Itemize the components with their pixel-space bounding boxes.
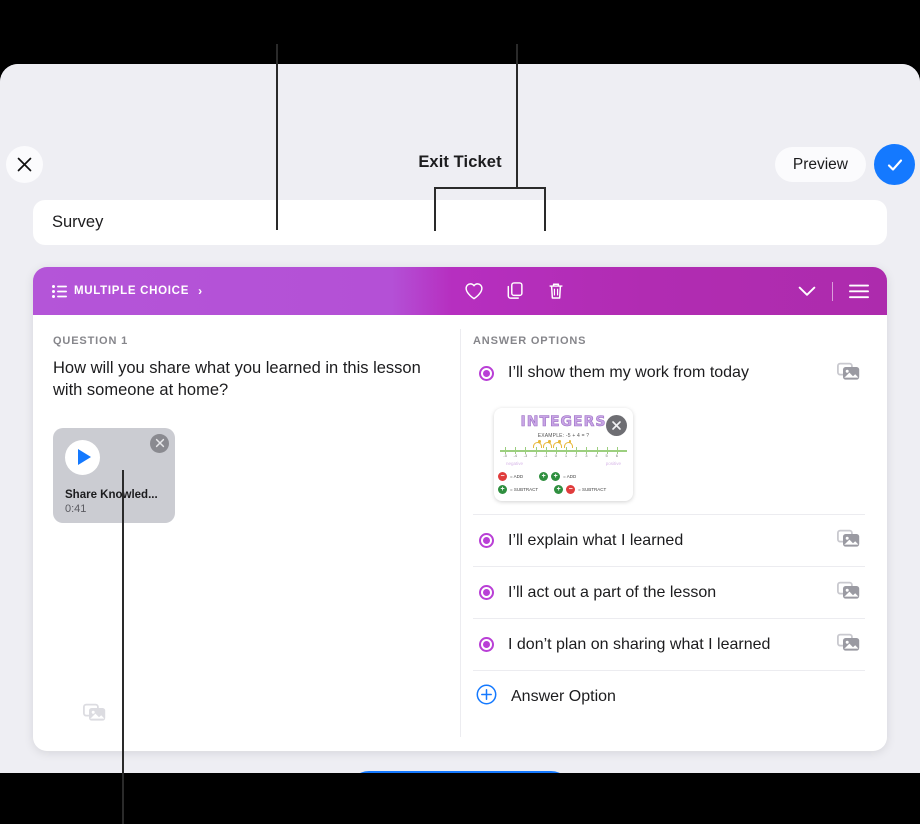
remove-x-icon: [612, 421, 621, 430]
add-image-icon: [836, 362, 860, 380]
question-card-header: MULTIPLE CHOICE ›: [33, 267, 887, 315]
question-card: MULTIPLE CHOICE ›: [33, 267, 887, 751]
add-image-icon: [82, 703, 106, 721]
question-card-body: QUESTION 1 How will you share what you l…: [33, 315, 887, 751]
page-title: Exit Ticket: [418, 153, 502, 171]
survey-title-input[interactable]: Survey: [33, 200, 887, 245]
question-header-right: [798, 267, 869, 315]
chevron-down-icon[interactable]: [798, 286, 816, 297]
app-window: Exit Ticket Preview Survey: [0, 64, 920, 773]
play-icon: [77, 449, 91, 466]
checkmark-icon: [887, 158, 902, 171]
add-answer-option-label: Answer Option: [511, 688, 616, 705]
top-navigation-bar: [0, 64, 920, 137]
remove-attachment-button[interactable]: [150, 433, 169, 453]
question-type-label: MULTIPLE CHOICE: [74, 285, 190, 297]
close-button[interactable]: [6, 146, 43, 183]
answer-option-thumbnail[interactable]: INTEGERS EXAMPLE: -5 + 4 = ? -5 -4 -3 -2 -1…: [494, 408, 633, 501]
chevron-right-icon: ›: [198, 284, 203, 298]
thumbnail-rules: − = ADD + + = ADD + = SUBTRACT + − = SUBTRACT: [494, 470, 633, 496]
annotation-line-media: [122, 470, 124, 824]
remove-x-icon: [155, 439, 164, 448]
question-text[interactable]: How will you share what you learned in t…: [53, 359, 421, 399]
thumbnail-example-text: EXAMPLE: -5 + 4 = ?: [537, 433, 590, 439]
answer-option-row[interactable]: I’ll act out a part of the lesson: [473, 567, 865, 619]
play-button[interactable]: [65, 439, 100, 475]
annotation-bracket-tools: [434, 187, 546, 189]
answer-option-text[interactable]: I’ll act out a part of the lesson: [508, 583, 717, 601]
hamburger-menu-icon[interactable]: [849, 284, 869, 299]
answer-option-radio[interactable]: [479, 637, 494, 652]
question-tools: [463, 267, 567, 315]
answer-option-row[interactable]: I’ll explain what I learned: [473, 515, 865, 567]
favorite-heart-icon[interactable]: [463, 280, 485, 302]
answer-option-thumbnail-wrap: INTEGERS EXAMPLE: -5 + 4 = ? -5 -4 -3 -2 -1…: [473, 399, 865, 515]
question-column: QUESTION 1 How will you share what you l…: [33, 315, 460, 751]
survey-title-value: Survey: [52, 213, 104, 231]
answer-options-label: ANSWER OPTIONS: [473, 335, 587, 347]
thumbnail-left-polarity: negative: [506, 461, 524, 466]
close-icon: [17, 157, 32, 172]
annotation-bracket-right-leg: [544, 187, 546, 231]
remove-answer-image-button[interactable]: [606, 415, 627, 436]
answer-option-row[interactable]: I’ll show them my work from today: [473, 347, 865, 399]
answer-option-radio[interactable]: [479, 365, 494, 381]
question-section-label: QUESTION 1: [53, 335, 129, 347]
preview-button-label: Preview: [792, 155, 848, 173]
thumbnail-rule-row: − = ADD + + = ADD: [498, 470, 629, 483]
answer-option-text[interactable]: I’ll show them my work from today: [508, 364, 749, 381]
add-circle-icon: [476, 684, 497, 710]
annotation-bracket-left-leg: [434, 187, 436, 231]
add-question-button[interactable]: Add Question: [348, 771, 572, 773]
video-attachment[interactable]: Share Knowled... 0:41: [53, 427, 175, 523]
add-image-icon: [836, 581, 860, 599]
answer-option-image-button[interactable]: [836, 632, 861, 657]
answer-option-image-button[interactable]: [836, 580, 861, 605]
video-title: Share Knowled...: [65, 488, 158, 501]
add-answer-option-button[interactable]: Answer Option: [473, 671, 865, 723]
add-image-icon: [836, 529, 860, 547]
answer-option-image-button[interactable]: [836, 528, 861, 553]
question-type-selector[interactable]: MULTIPLE CHOICE ›: [52, 284, 202, 298]
answer-option-text[interactable]: I don’t plan on sharing what I learned: [508, 635, 771, 653]
add-image-icon: [836, 633, 860, 651]
thumbnail-rule-row: + = SUBTRACT + − = SUBTRACT: [498, 483, 629, 496]
video-duration: 0:41: [65, 502, 87, 515]
answer-option-text[interactable]: I’ll explain what I learned: [508, 531, 684, 549]
annotation-line-tools-stem: [516, 44, 518, 189]
thumbnail-right-polarity: positive: [605, 461, 621, 466]
answer-option-row[interactable]: I don’t plan on sharing what I learned: [473, 619, 865, 671]
preview-button[interactable]: Preview: [774, 147, 866, 182]
duplicate-icon[interactable]: [504, 280, 526, 302]
answer-option-radio[interactable]: [479, 533, 494, 548]
done-button[interactable]: [874, 144, 915, 185]
thumbnail-title: INTEGERS: [520, 414, 607, 431]
list-icon: [52, 284, 67, 298]
add-question-image-button[interactable]: [82, 702, 107, 727]
header-divider: [832, 281, 833, 301]
answer-options-column: ANSWER OPTIONS I’ll show them my work fr…: [460, 315, 887, 751]
annotation-line-question-type: [276, 44, 278, 230]
thumbnail-polarity-labels: negative positive: [494, 461, 633, 466]
delete-trash-icon[interactable]: [545, 280, 567, 302]
answer-option-image-button[interactable]: [836, 361, 861, 386]
answer-option-radio[interactable]: [479, 585, 494, 600]
column-divider: [460, 329, 461, 737]
